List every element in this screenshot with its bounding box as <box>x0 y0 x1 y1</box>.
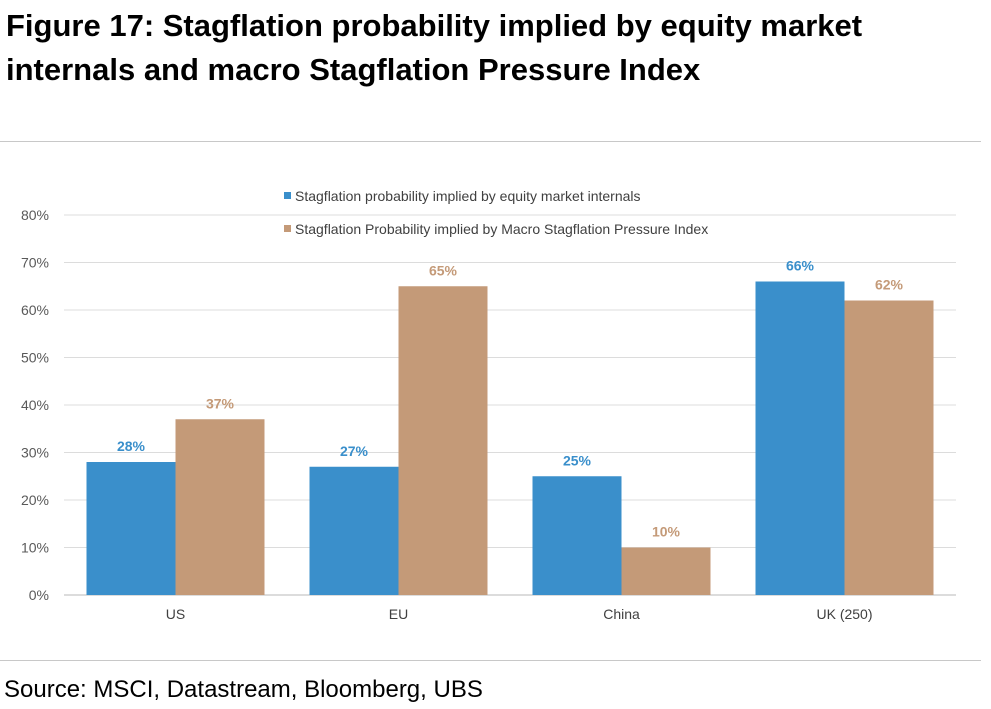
source-note: Source: MSCI, Datastream, Bloomberg, UBS <box>4 676 483 703</box>
data-label: 27% <box>340 443 369 459</box>
y-tick-label: 80% <box>21 207 49 223</box>
data-label: 62% <box>875 277 904 293</box>
y-tick-label: 60% <box>21 302 49 318</box>
y-tick-label: 30% <box>21 445 49 461</box>
bar <box>755 281 845 595</box>
y-tick-label: 40% <box>21 397 49 413</box>
bar <box>175 419 265 595</box>
bar <box>309 466 399 595</box>
y-axis-ticks: 0% 10% 20% 30% 40% 50% 60% 70% 80% <box>21 207 49 603</box>
y-tick-label: 70% <box>21 255 49 271</box>
y-tick-label: 10% <box>21 540 49 556</box>
figure-title: Figure 17: Stagflation probability impli… <box>6 8 863 87</box>
legend: Stagflation probability implied by equit… <box>284 188 708 237</box>
x-tick-label: UK (250) <box>816 606 872 622</box>
data-label: 37% <box>206 395 235 411</box>
y-tick-label: 20% <box>21 492 49 508</box>
data-label: 65% <box>429 262 458 278</box>
y-tick-label: 0% <box>29 587 49 603</box>
bar <box>532 476 622 595</box>
data-label: 66% <box>786 258 815 274</box>
y-tick-label: 50% <box>21 350 49 366</box>
bars <box>86 281 934 595</box>
legend-label: Stagflation Probability implied by Macro… <box>295 221 708 237</box>
x-axis-ticks: US EU China UK (250) <box>166 606 873 622</box>
legend-label: Stagflation probability implied by equit… <box>295 188 641 204</box>
x-tick-label: China <box>603 606 640 622</box>
data-label: 28% <box>117 438 146 454</box>
x-tick-label: US <box>166 606 185 622</box>
bar <box>398 286 488 595</box>
bar <box>844 300 934 595</box>
x-tick-label: EU <box>389 606 408 622</box>
bar <box>86 462 176 595</box>
legend-swatch <box>284 192 291 199</box>
data-label: 10% <box>652 524 681 540</box>
top-divider <box>0 141 981 142</box>
bottom-divider <box>0 660 981 661</box>
bar <box>621 547 711 595</box>
data-label: 25% <box>563 452 592 468</box>
data-labels: 28% 37% 27% 65% 25% 10% 66% 62% <box>117 258 904 540</box>
legend-swatch <box>284 225 291 232</box>
